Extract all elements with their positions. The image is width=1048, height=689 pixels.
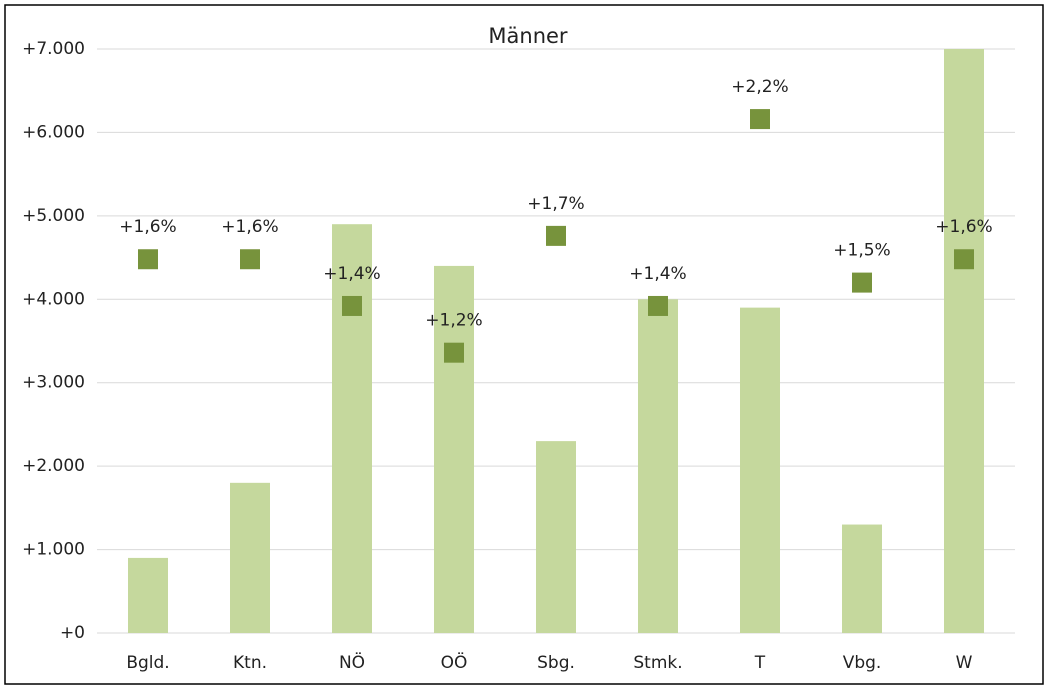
bar: [842, 524, 882, 633]
data-label: +2,2%: [731, 77, 788, 97]
x-tick-label: W: [956, 653, 973, 673]
marker: [648, 295, 668, 316]
data-label: +1,2%: [425, 311, 482, 331]
marker: [954, 249, 974, 270]
x-tick-label: Sbg.: [537, 653, 575, 673]
bar: [536, 441, 576, 633]
marker: [852, 272, 872, 293]
data-label: +1,6%: [935, 217, 992, 237]
data-label: +1,6%: [119, 217, 176, 237]
bar: [332, 224, 372, 633]
y-tick-label: +6.000: [22, 122, 85, 142]
data-label: +1,5%: [833, 241, 890, 261]
marker: [750, 109, 770, 130]
bar: [230, 482, 270, 633]
marker: [240, 249, 260, 270]
x-tick-label: Stmk.: [633, 653, 682, 673]
x-tick-label: T: [754, 653, 766, 673]
bar: [128, 557, 168, 633]
x-tick-label: NÖ: [339, 651, 365, 673]
bar: [740, 307, 780, 633]
x-tick-label: Bgld.: [126, 653, 169, 673]
data-label: +1,6%: [221, 217, 278, 237]
marker: [342, 295, 362, 316]
marker: [138, 249, 158, 270]
data-label: +1,4%: [629, 264, 686, 284]
data-label: +1,7%: [527, 194, 584, 214]
marker: [444, 342, 464, 363]
y-tick-label: +1.000: [22, 540, 85, 560]
bar: [434, 265, 474, 633]
data-label: +1,4%: [323, 264, 380, 284]
y-tick-label: +4.000: [22, 289, 85, 309]
y-tick-label: +2.000: [22, 456, 85, 476]
chart-title: Männer: [488, 24, 568, 48]
x-tick-label: OÖ: [441, 651, 468, 673]
bar: [944, 49, 984, 633]
y-tick-label: +3.000: [22, 373, 85, 393]
y-tick-label: +0: [60, 623, 85, 643]
marker: [546, 225, 566, 246]
x-tick-label: Ktn.: [233, 653, 267, 673]
y-tick-label: +7.000: [22, 39, 85, 59]
x-tick-label: Vbg.: [843, 653, 882, 673]
bar: [638, 299, 678, 633]
y-tick-label: +5.000: [22, 206, 85, 226]
